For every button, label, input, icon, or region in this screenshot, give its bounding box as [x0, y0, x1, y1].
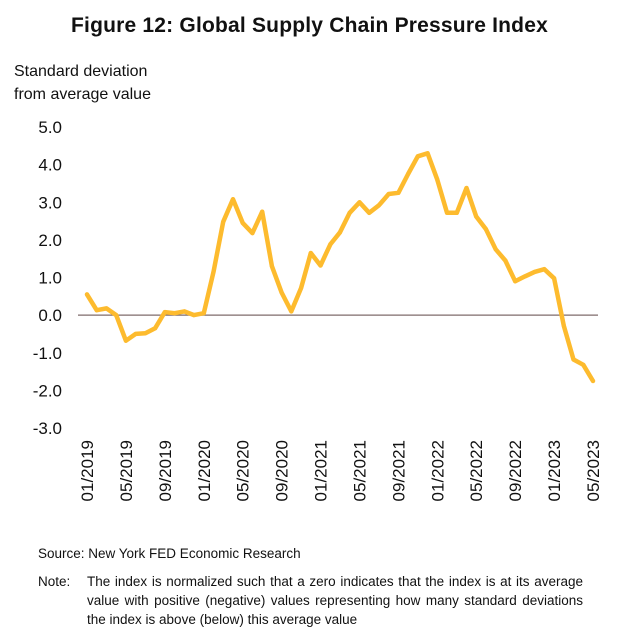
data-point: [299, 286, 304, 291]
data-point: [260, 209, 265, 214]
data-point: [483, 227, 488, 232]
data-point: [279, 290, 284, 295]
data-point: [182, 309, 187, 314]
data-point: [338, 230, 342, 235]
data-point: [250, 231, 255, 236]
data-point: [396, 190, 401, 195]
x-tick-label: 09/2020: [273, 440, 292, 501]
data-point: [503, 258, 508, 263]
data-point: [513, 279, 518, 284]
data-point: [162, 310, 167, 315]
x-tick-label: 05/2019: [117, 440, 136, 501]
x-tick-label: 01/2019: [78, 440, 97, 501]
data-point: [347, 210, 352, 215]
y-tick-label: 0.0: [38, 306, 62, 325]
data-point: [143, 331, 148, 336]
y-axis-label: Standard deviation from average value: [14, 60, 151, 106]
data-point: [114, 313, 119, 318]
data-point: [172, 311, 177, 316]
data-point: [542, 267, 547, 272]
y-tick-label: -1.0: [33, 344, 62, 363]
data-point: [561, 323, 566, 328]
data-point: [328, 242, 333, 247]
x-tick-label: 01/2023: [545, 440, 564, 501]
data-point: [435, 177, 440, 182]
data-point: [406, 172, 411, 177]
data-point: [192, 313, 197, 318]
data-point: [230, 197, 235, 202]
data-point: [386, 191, 391, 196]
x-tick-label: 05/2021: [350, 440, 369, 501]
data-point: [269, 264, 274, 269]
data-points: [85, 151, 595, 383]
data-point: [474, 214, 479, 219]
y-tick-label: -2.0: [33, 381, 62, 400]
data-point: [367, 210, 372, 215]
data-point: [493, 247, 498, 252]
y-tick-label: 2.0: [38, 231, 62, 250]
data-point: [522, 274, 527, 279]
y-axis-label-line-1: Standard deviation: [14, 63, 148, 80]
note-text: The index is normalized such that a zero…: [87, 574, 583, 627]
data-point: [357, 200, 362, 205]
x-tick-labels: 01/2019 05/2019 09/2019 01/2020 05/2020 09/20…: [78, 440, 603, 501]
series-line: [84, 151, 596, 384]
data-point: [376, 203, 381, 208]
data-point: [123, 338, 128, 343]
data-point: [445, 210, 450, 215]
y-tick-label: 1.0: [38, 269, 62, 288]
x-tick-label: 05/2023: [584, 440, 603, 501]
y-tick-label: 5.0: [38, 118, 62, 137]
x-tick-label: 01/2022: [428, 440, 447, 501]
chart-title: Figure 12: Global Supply Chain Pressure …: [71, 14, 548, 37]
y-tick-label: 4.0: [38, 156, 62, 175]
data-point: [85, 292, 89, 297]
data-point: [552, 276, 557, 281]
data-point: [415, 154, 420, 159]
source-note: Source: New York FED Economic Research: [38, 546, 301, 561]
data-point: [94, 308, 99, 313]
data-point: [318, 263, 323, 268]
x-tick-label: 05/2022: [467, 440, 486, 501]
data-point: [581, 362, 586, 367]
data-point: [211, 269, 216, 274]
data-point: [454, 210, 459, 215]
x-tick-label: 05/2020: [234, 440, 253, 501]
note: Note: The index is normalized such that …: [38, 572, 583, 629]
data-point: [425, 151, 430, 156]
x-tick-label: 01/2021: [312, 440, 331, 501]
data-point: [201, 311, 206, 316]
data-point: [104, 306, 109, 311]
data-point: [532, 269, 537, 274]
data-point: [591, 378, 595, 383]
line-chart: 5.0 4.0 3.0 2.0 1.0 0.0 -1.0 -2.0 -3.0 01/2019 05…: [33, 118, 603, 501]
y-tick-labels: 5.0 4.0 3.0 2.0 1.0 0.0 -1.0 -2.0 -3.0: [33, 118, 62, 438]
x-tick-label: 09/2019: [156, 440, 175, 501]
data-point: [133, 331, 138, 336]
y-axis-label-line-2: from average value: [14, 86, 151, 103]
x-tick-label: 01/2020: [195, 440, 214, 501]
y-tick-label: -3.0: [33, 419, 62, 438]
y-tick-label: 3.0: [38, 193, 62, 212]
data-point: [464, 185, 469, 190]
data-point: [153, 326, 158, 331]
data-point: [289, 309, 294, 314]
data-point: [221, 219, 226, 224]
x-tick-label: 09/2022: [506, 440, 525, 501]
note-label: Note:: [38, 574, 71, 589]
data-point: [308, 251, 313, 256]
data-point: [571, 357, 576, 362]
x-tick-label: 09/2021: [389, 440, 408, 501]
data-point: [240, 220, 245, 225]
